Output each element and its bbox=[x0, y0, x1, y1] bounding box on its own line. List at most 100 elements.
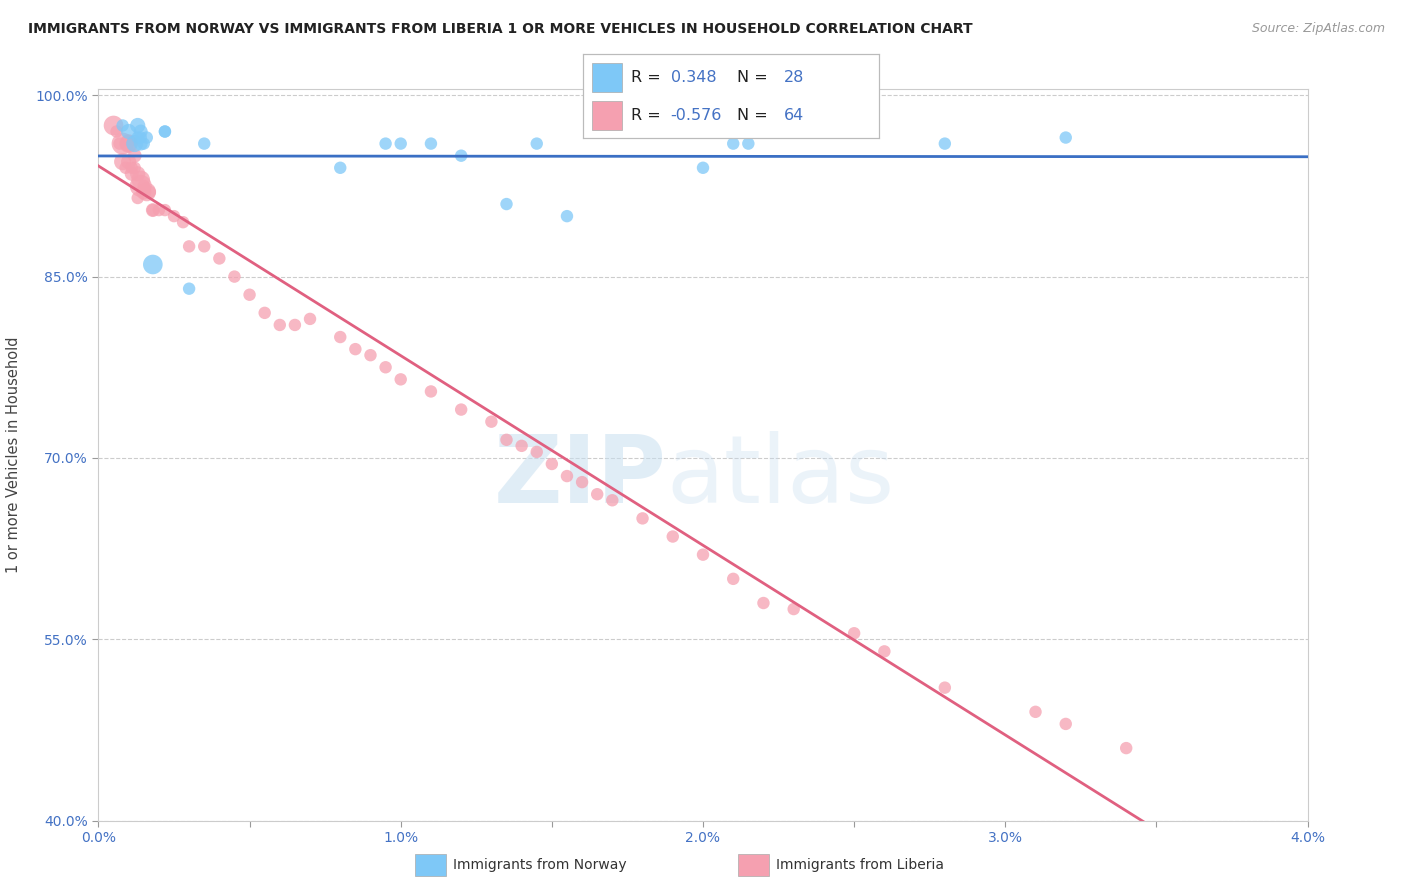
Point bbox=[118, 124, 141, 138]
Point bbox=[782, 602, 804, 616]
Point bbox=[127, 130, 149, 145]
FancyBboxPatch shape bbox=[592, 101, 621, 130]
Point bbox=[555, 469, 578, 483]
Point bbox=[299, 312, 322, 326]
Point bbox=[132, 185, 155, 199]
Point bbox=[692, 548, 714, 562]
Point bbox=[148, 203, 170, 218]
Text: Immigrants from Norway: Immigrants from Norway bbox=[453, 858, 626, 872]
Point bbox=[555, 209, 578, 223]
Point bbox=[193, 136, 215, 151]
Point bbox=[142, 203, 165, 218]
Point bbox=[129, 130, 152, 145]
Point bbox=[179, 282, 201, 296]
Point bbox=[329, 161, 352, 175]
Point bbox=[571, 475, 593, 489]
Point bbox=[495, 433, 517, 447]
Point bbox=[495, 197, 517, 211]
Text: 0.348: 0.348 bbox=[671, 70, 716, 85]
Point bbox=[374, 360, 396, 375]
Point bbox=[934, 136, 956, 151]
Point bbox=[389, 136, 412, 151]
Point bbox=[1024, 705, 1046, 719]
Point bbox=[844, 626, 866, 640]
Text: R =: R = bbox=[631, 108, 665, 123]
Text: 64: 64 bbox=[785, 108, 804, 123]
Point bbox=[103, 119, 125, 133]
Point bbox=[121, 161, 143, 175]
Point bbox=[111, 136, 134, 151]
Point bbox=[329, 330, 352, 344]
Point bbox=[153, 124, 176, 138]
Point bbox=[127, 191, 149, 205]
Point bbox=[108, 136, 131, 151]
Point bbox=[142, 203, 165, 218]
Point bbox=[129, 124, 152, 138]
Point bbox=[142, 258, 165, 272]
Text: -0.576: -0.576 bbox=[671, 108, 721, 123]
Point bbox=[179, 239, 201, 253]
Point bbox=[129, 178, 152, 193]
Point bbox=[172, 215, 194, 229]
Point bbox=[389, 372, 412, 386]
Point bbox=[105, 124, 128, 138]
Text: Source: ZipAtlas.com: Source: ZipAtlas.com bbox=[1251, 22, 1385, 36]
Point bbox=[153, 124, 176, 138]
Point bbox=[135, 185, 157, 199]
Point bbox=[127, 119, 149, 133]
Point bbox=[1054, 717, 1077, 731]
Point bbox=[873, 644, 896, 658]
Point bbox=[481, 415, 503, 429]
Point bbox=[450, 402, 472, 417]
Point bbox=[118, 136, 141, 151]
Point bbox=[723, 572, 745, 586]
Point bbox=[114, 161, 136, 175]
Point bbox=[526, 445, 548, 459]
Point bbox=[111, 154, 134, 169]
Point bbox=[586, 487, 609, 501]
Point bbox=[132, 136, 155, 151]
Point bbox=[510, 439, 533, 453]
Text: N =: N = bbox=[737, 70, 773, 85]
Point bbox=[135, 130, 157, 145]
Point bbox=[540, 457, 562, 471]
Point bbox=[420, 136, 443, 151]
Point bbox=[420, 384, 443, 399]
Text: Immigrants from Liberia: Immigrants from Liberia bbox=[776, 858, 943, 872]
Point bbox=[208, 252, 231, 266]
Point bbox=[111, 119, 134, 133]
Text: N =: N = bbox=[737, 108, 773, 123]
Point bbox=[127, 167, 149, 181]
FancyBboxPatch shape bbox=[592, 62, 621, 92]
Point bbox=[269, 318, 291, 332]
Point bbox=[450, 149, 472, 163]
Point bbox=[934, 681, 956, 695]
Point bbox=[344, 342, 367, 356]
Point bbox=[661, 529, 683, 543]
Point bbox=[163, 209, 186, 223]
Point bbox=[723, 136, 745, 151]
Point bbox=[193, 239, 215, 253]
Point bbox=[118, 136, 141, 151]
Text: IMMIGRANTS FROM NORWAY VS IMMIGRANTS FROM LIBERIA 1 OR MORE VEHICLES IN HOUSEHOL: IMMIGRANTS FROM NORWAY VS IMMIGRANTS FRO… bbox=[28, 22, 973, 37]
Text: atlas: atlas bbox=[666, 431, 896, 523]
Point bbox=[153, 203, 176, 218]
Point bbox=[631, 511, 654, 525]
Point bbox=[526, 136, 548, 151]
Point bbox=[118, 154, 141, 169]
Y-axis label: 1 or more Vehicles in Household: 1 or more Vehicles in Household bbox=[7, 336, 21, 574]
Point bbox=[124, 161, 146, 175]
Point bbox=[253, 306, 276, 320]
Point bbox=[374, 136, 396, 151]
Text: ZIP: ZIP bbox=[494, 431, 666, 523]
Point bbox=[124, 136, 146, 151]
Point bbox=[129, 173, 152, 187]
Point bbox=[1115, 741, 1137, 756]
Point bbox=[737, 136, 759, 151]
Point bbox=[752, 596, 775, 610]
Point bbox=[284, 318, 307, 332]
Point bbox=[129, 136, 152, 151]
Point bbox=[139, 185, 162, 199]
Point bbox=[360, 348, 382, 362]
Point bbox=[239, 287, 262, 301]
